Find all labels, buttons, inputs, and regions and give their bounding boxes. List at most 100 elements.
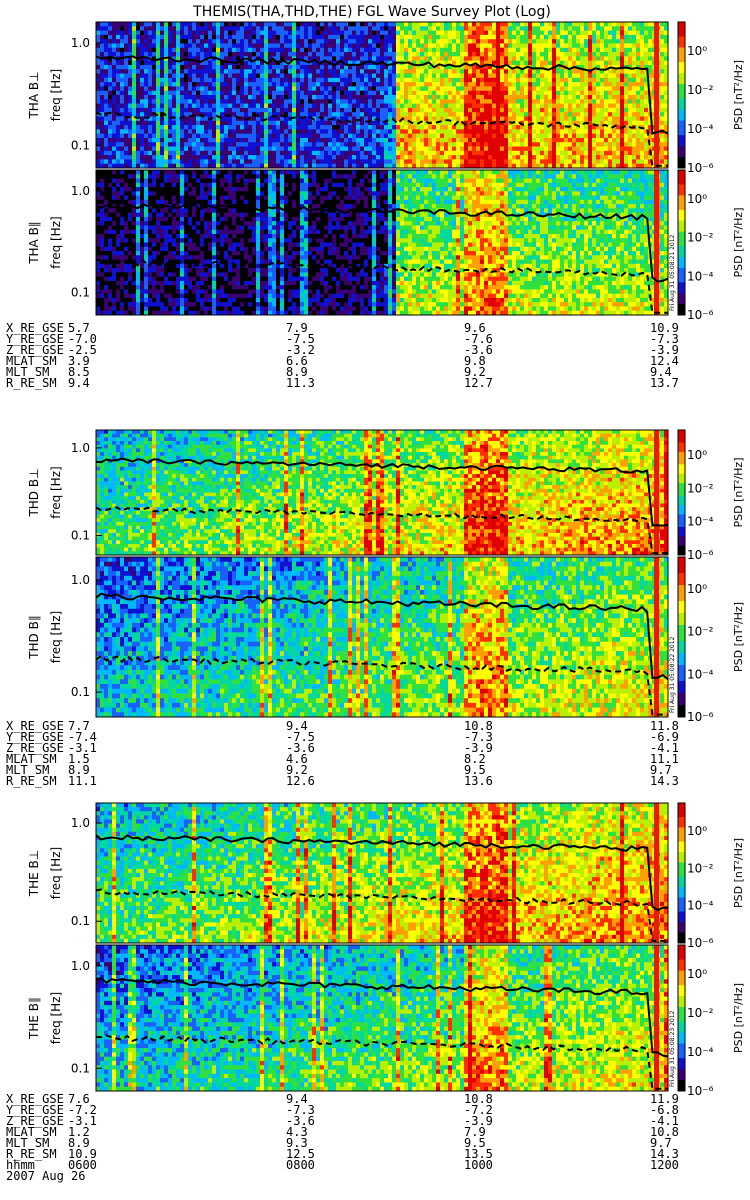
ephemeris-value: 9.5 — [464, 764, 486, 776]
ephemeris-value: 11.3 — [286, 377, 315, 389]
ephemeris-row: X_RE_GSE 5.7 7.9 9.6 10.9 — [6, 322, 706, 334]
spectrogram-panel: 1.0 0.1 THA B∥ freq [Hz] 10⁰ 10⁻² 10⁻⁴ 10⁻⁶ PSD … — [27, 169, 745, 322]
colorbar-tick-label: 10⁻² — [687, 481, 714, 495]
y-axis-unit-label: freq [Hz] — [49, 216, 63, 268]
ephemeris-label: MLAT_SM — [6, 753, 57, 765]
ephemeris-row: Y_RE_GSE -7.2 -7.3 -7.2 -6.8 — [6, 1104, 706, 1116]
ephemeris-row: Z_RE_GSE -3.1 -3.6 -3.9 -4.1 — [6, 742, 706, 754]
colorbar-tick-label: 10⁻⁴ — [687, 899, 714, 913]
ephemeris-value: 3.9 — [68, 355, 90, 367]
spectrogram-panel: 1.0 0.1 THA B⊥ freq [Hz] 10⁰ 10⁻² 10⁻⁴ 10⁻⁶ PSD … — [27, 21, 745, 175]
ephemeris-value: 9.2 — [286, 764, 308, 776]
colorbar: 10⁰ 10⁻² 10⁻⁴ 10⁻⁶ PSD [nT²/Hz] — [677, 944, 745, 1098]
colorbar-tick-label: 10⁻² — [687, 231, 714, 245]
ephemeris-value: 0600 — [68, 1159, 97, 1171]
ephemeris-value: -3.1 — [68, 1115, 97, 1127]
ephemeris-value: 11.1 — [68, 775, 97, 787]
ephemeris-value: 13.7 — [650, 377, 679, 389]
ephemeris-value: -7.5 — [286, 731, 315, 743]
y-axis-unit-label: freq [Hz] — [49, 466, 63, 518]
colorbar-tick-label: 10⁰ — [687, 44, 707, 58]
y-axis-label: THD B⊥ — [27, 468, 41, 517]
dashed-trace-line — [95, 654, 668, 716]
ephemeris-label: hhmm — [6, 1159, 35, 1171]
colorbar-tick-label: 10⁻⁴ — [687, 667, 714, 681]
colorbar-tick-label: 10⁰ — [687, 824, 707, 838]
ephemeris-row: Z_RE_GSE -2.5 -3.2 -3.6 -3.9 — [6, 344, 706, 356]
ephemeris-value: -3.6 — [286, 1115, 315, 1127]
ephemeris-row: X_RE_GSE 7.6 9.4 10.8 11.9 — [6, 1093, 706, 1105]
y-axis-unit-label: freq [Hz] — [49, 69, 63, 121]
ephemeris-label: Z_RE_GSE — [6, 742, 64, 754]
ephemeris-value: 8.9 — [68, 764, 90, 776]
edge-streak — [654, 22, 659, 168]
colorbar-tick-label: 10⁻⁶ — [687, 936, 714, 950]
ephemeris-value: 4.6 — [286, 753, 308, 765]
colorbar-label: PSD [nT²/Hz] — [732, 457, 745, 527]
ephemeris-value: 1000 — [464, 1159, 493, 1171]
ephemeris-value: -3.2 — [286, 344, 315, 356]
ephemeris-value: 12.4 — [650, 355, 679, 367]
ephemeris-label: X_RE_GSE — [6, 322, 64, 334]
colorbar-label: PSD [nT²/Hz] — [732, 60, 745, 130]
colorbar-tick-label: 10⁻² — [687, 83, 714, 97]
ephemeris-value: -7.2 — [464, 1104, 493, 1116]
ephemeris-value: 1.2 — [68, 1126, 90, 1138]
spectrogram-image — [96, 430, 669, 556]
ephemeris-value: 9.4 — [68, 377, 90, 389]
panel-frame — [95, 944, 669, 1092]
ephemeris-value: -3.6 — [286, 742, 315, 754]
ephemeris-value: 9.7 — [650, 1137, 672, 1149]
ephemeris-value: -7.5 — [286, 333, 315, 345]
ephemeris-value: 9.2 — [464, 366, 486, 378]
date-label: 2007 Aug 26 — [6, 1170, 706, 1182]
ephemeris-value: 8.2 — [464, 753, 486, 765]
solid-trace-line — [95, 457, 669, 527]
ephemeris-label: X_RE_GSE — [6, 720, 64, 732]
chart-title: THEMIS(THA,THD,THE) FGL Wave Survey Plot… — [192, 4, 551, 20]
panel-frame — [95, 429, 669, 556]
spectrogram-panel: 1.0 0.1 THE B∥ freq [Hz] 10⁰ 10⁻² 10⁻⁴ 10⁻⁶ PSD … — [27, 944, 745, 1098]
colorbar-tick-label: 10⁰ — [687, 582, 707, 596]
ephemeris-value: 9.4 — [286, 1093, 308, 1105]
ephemeris-value: -7.3 — [464, 731, 493, 743]
ephemeris-value: 13.5 — [464, 1148, 493, 1160]
colorbar-tick-label: 10⁰ — [687, 967, 707, 981]
colorbar-tick-label: 10⁻⁶ — [687, 710, 714, 724]
dashed-trace-line — [95, 1034, 668, 1090]
y-tick-label: 1.0 — [71, 184, 90, 198]
y-axis-label: THE B∥ — [27, 997, 41, 1040]
y-tick-label: 1.0 — [71, 441, 90, 455]
ephemeris-value: 1200 — [650, 1159, 679, 1171]
ephemeris-value: 11.9 — [650, 1093, 679, 1105]
colorbar-tick-label: 10⁻² — [687, 1006, 714, 1020]
ephemeris-label: Y_RE_GSE — [6, 333, 64, 345]
ephemeris-label: Y_RE_GSE — [6, 1104, 64, 1116]
ephemeris-row: MLAT_SM 3.9 6.6 9.8 12.4 — [6, 355, 706, 367]
ephemeris-label: MLAT_SM — [6, 1126, 57, 1138]
y-axis-label: THA B∥ — [27, 221, 41, 265]
print-timestamp: Fri Aug 31 05:08:22 2012 — [669, 636, 676, 713]
ephemeris-value: 11.8 — [650, 720, 679, 732]
colorbar-tick-label: 10⁻⁶ — [687, 1084, 714, 1098]
y-axis-unit-label: freq [Hz] — [49, 611, 63, 663]
colorbar: 10⁰ 10⁻² 10⁻⁴ 10⁻⁶ PSD [nT²/Hz] — [677, 556, 745, 724]
spectrogram-panel: 1.0 0.1 THD B⊥ freq [Hz] 10⁰ 10⁻² 10⁻⁴ 10⁻⁶ PSD … — [27, 429, 745, 562]
spectrogram-panel: 1.0 0.1 THD B∥ freq [Hz] 10⁰ 10⁻² 10⁻⁴ 10⁻⁶ PSD … — [27, 556, 745, 724]
ephemeris-value: 14.3 — [650, 775, 679, 787]
spectrogram-image — [96, 22, 669, 169]
ephemeris-label: R_RE_SM — [6, 377, 57, 389]
ephemeris-value: 14.3 — [650, 1148, 679, 1160]
ephemeris-label: Z_RE_GSE — [6, 344, 64, 356]
ephemeris-value: 9.3 — [286, 1137, 308, 1149]
solid-trace-line — [95, 977, 669, 1058]
dashed-trace-line — [95, 888, 668, 942]
ephemeris-value: 8.9 — [286, 366, 308, 378]
ephemeris-value: -3.9 — [650, 344, 679, 356]
ephemeris-value: 10.9 — [650, 322, 679, 334]
colorbar-tick-label: 10⁻² — [687, 861, 714, 875]
ephemeris-value: -7.0 — [68, 333, 97, 345]
spectrogram-panel: 1.0 0.1 THE B⊥ freq [Hz] 10⁰ 10⁻² 10⁻⁴ 10⁻⁶ PSD … — [27, 802, 745, 950]
colorbar: 10⁰ 10⁻² 10⁻⁴ 10⁻⁶ PSD [nT²/Hz] — [677, 429, 745, 562]
